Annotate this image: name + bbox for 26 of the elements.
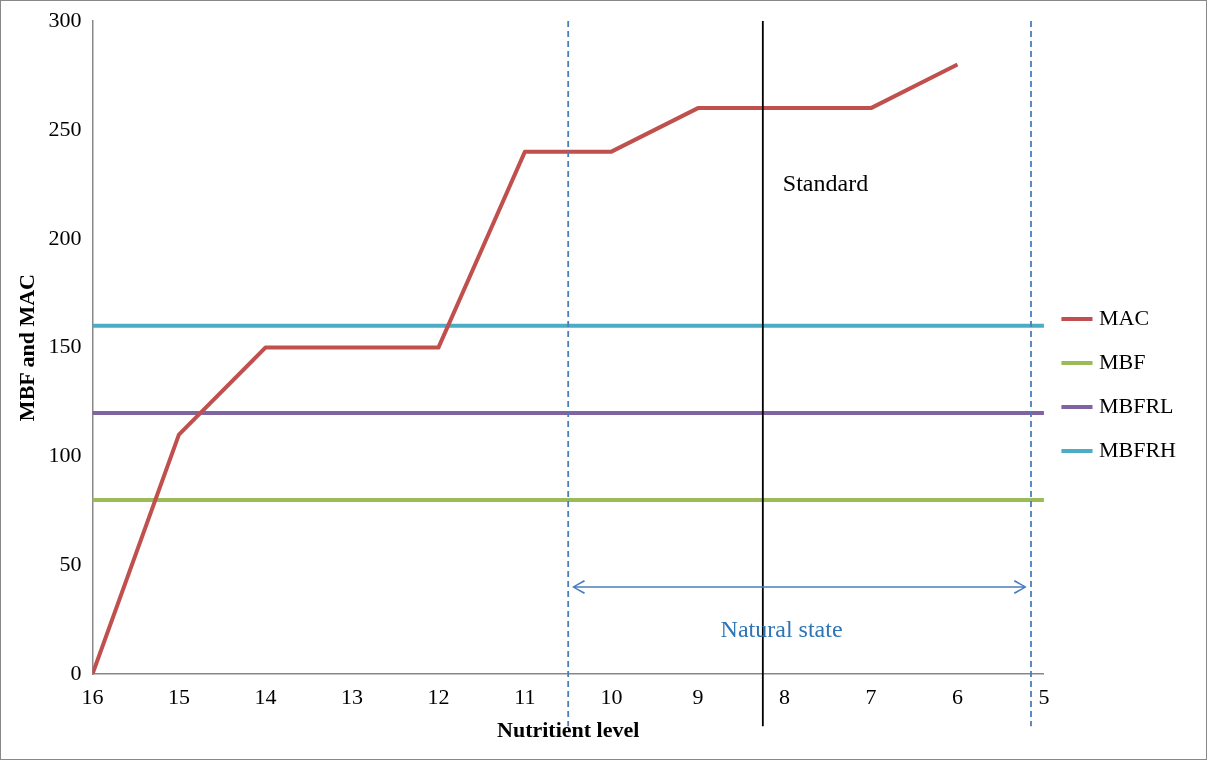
x-tick-label: 8 (778, 684, 790, 710)
x-tick-label: 6 (951, 684, 963, 710)
x-tick-label: 11 (514, 684, 536, 710)
x-tick-label: 7 (865, 684, 877, 710)
legend-label: MAC (1098, 304, 1150, 330)
y-tick-label: 150 (48, 333, 82, 359)
y-tick-label: 0 (70, 659, 82, 685)
x-tick-label: 15 (167, 684, 190, 710)
x-axis-title: Nutritient level (497, 717, 640, 743)
y-tick-label: 100 (48, 442, 82, 468)
y-axis-title: MBF and MAC (13, 274, 39, 422)
legend-label: MBF (1098, 348, 1146, 374)
legend-label: MBFRH (1098, 436, 1177, 462)
x-tick-label: 16 (81, 684, 104, 710)
y-tick-label: 50 (59, 551, 82, 577)
x-tick-label: 10 (600, 684, 623, 710)
x-tick-label: 14 (254, 684, 277, 710)
x-tick-label: 9 (692, 684, 704, 710)
x-tick-label: 5 (1038, 684, 1050, 710)
legend-label: MBFRL (1098, 392, 1174, 418)
y-tick-label: 300 (48, 6, 82, 32)
y-tick-label: 200 (48, 224, 82, 250)
y-tick-label: 250 (48, 115, 82, 141)
x-tick-label: 12 (427, 684, 450, 710)
ref-line-label: Standard (782, 169, 869, 196)
x-tick-label: 13 (340, 684, 363, 710)
